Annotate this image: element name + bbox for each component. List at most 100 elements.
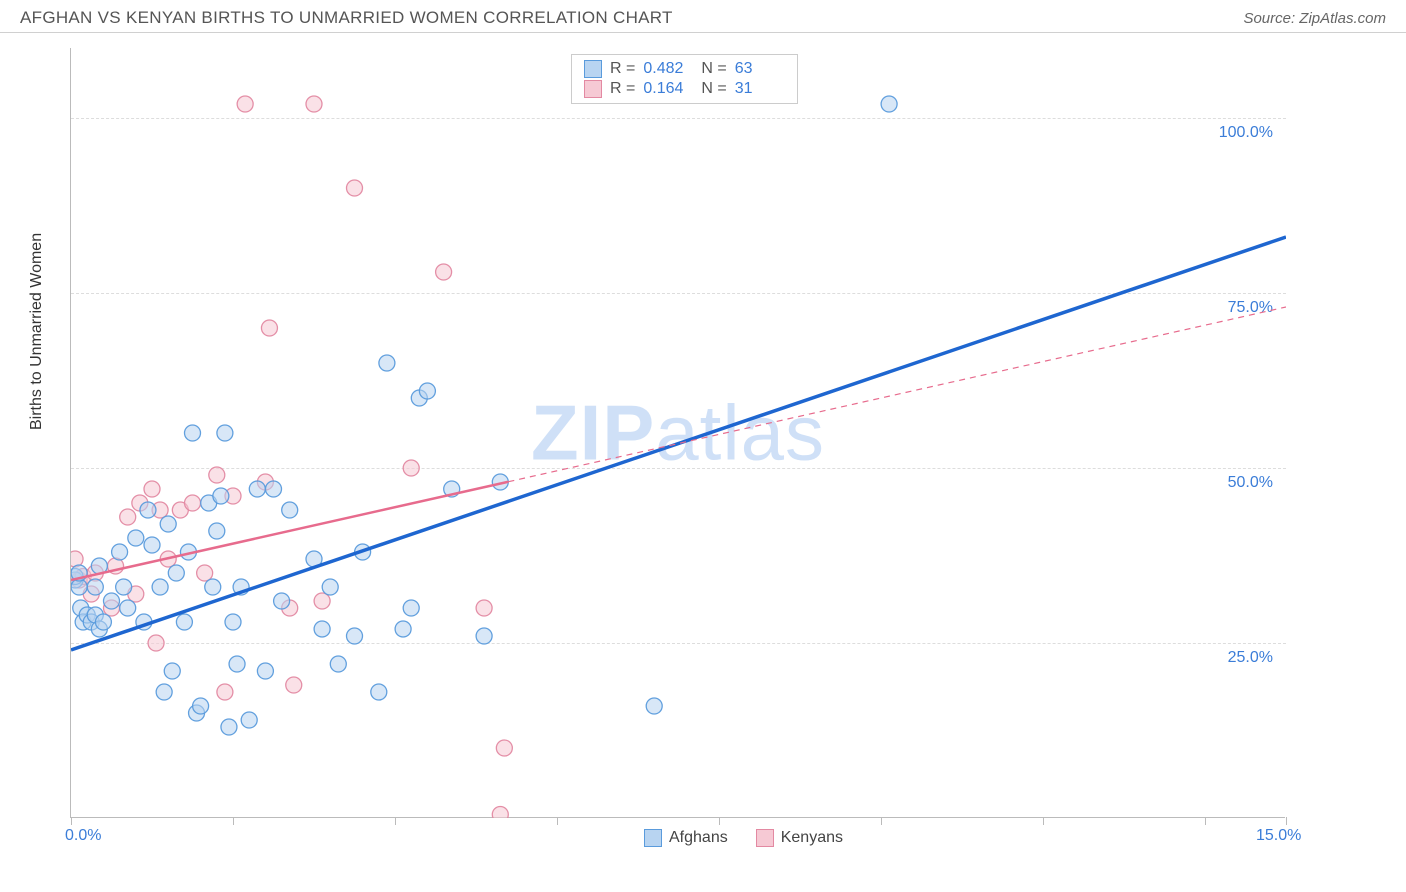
scatter-point <box>156 684 172 700</box>
scatter-point <box>193 698 209 714</box>
scatter-point <box>120 509 136 525</box>
legend-item: Kenyans <box>756 829 843 847</box>
scatter-point <box>116 579 132 595</box>
scatter-point <box>371 684 387 700</box>
scatter-point <box>217 425 233 441</box>
legend-swatch <box>644 829 662 847</box>
x-tick <box>1286 817 1287 825</box>
scatter-point <box>237 96 253 112</box>
scatter-point <box>152 579 168 595</box>
scatter-point <box>209 523 225 539</box>
scatter-point <box>120 600 136 616</box>
scatter-point <box>225 614 241 630</box>
scatter-point <box>168 565 184 581</box>
legend-stats-row: R = 0.482 N = 63 <box>584 59 785 79</box>
legend-stats: R = 0.482 N = 63 R = 0.164 N = 31 <box>571 54 798 104</box>
scatter-point <box>266 481 282 497</box>
legend-n-label: N = <box>701 60 726 78</box>
regression-line-extrapolated <box>508 307 1286 482</box>
x-tick <box>719 817 720 825</box>
scatter-point <box>160 516 176 532</box>
scatter-point <box>492 807 508 819</box>
scatter-point <box>164 663 180 679</box>
scatter-point <box>646 698 662 714</box>
scatter-point <box>286 677 302 693</box>
scatter-point <box>197 565 213 581</box>
scatter-point <box>213 488 229 504</box>
scatter-point <box>176 614 192 630</box>
legend-item: Afghans <box>644 829 728 847</box>
legend-stats-row: R = 0.164 N = 31 <box>584 79 785 99</box>
scatter-point <box>71 551 83 567</box>
scatter-point <box>476 600 492 616</box>
scatter-point <box>476 628 492 644</box>
x-tick <box>1043 817 1044 825</box>
x-tick-label: 0.0% <box>65 827 101 845</box>
x-tick <box>881 817 882 825</box>
scatter-point <box>205 579 221 595</box>
scatter-point <box>403 600 419 616</box>
chart-title: AFGHAN VS KENYAN BIRTHS TO UNMARRIED WOM… <box>20 8 673 28</box>
scatter-point <box>128 530 144 546</box>
scatter-point <box>306 96 322 112</box>
scatter-point <box>881 96 897 112</box>
scatter-point <box>496 740 512 756</box>
legend-r-label: R = <box>610 60 635 78</box>
legend-label: Afghans <box>669 829 728 847</box>
scatter-point <box>282 502 298 518</box>
legend-n-value: 63 <box>735 60 785 78</box>
scatter-point <box>217 684 233 700</box>
legend-n-label: N = <box>701 80 726 98</box>
scatter-point <box>249 481 265 497</box>
scatter-point <box>104 593 120 609</box>
y-axis-label: Births to Unmarried Women <box>28 233 46 430</box>
plot-area: ZIPatlas R = 0.482 N = 63 R = 0.164 N = … <box>70 48 1285 818</box>
scatter-svg <box>71 48 1286 818</box>
legend-r-label: R = <box>610 80 635 98</box>
scatter-point <box>229 656 245 672</box>
scatter-point <box>395 621 411 637</box>
legend-swatch <box>756 829 774 847</box>
scatter-point <box>140 502 156 518</box>
x-tick <box>395 817 396 825</box>
scatter-point <box>221 719 237 735</box>
legend-swatch <box>584 80 602 98</box>
chart-container: ZIPatlas R = 0.482 N = 63 R = 0.164 N = … <box>70 48 1380 838</box>
legend-label: Kenyans <box>781 829 843 847</box>
x-tick-label: 15.0% <box>1256 827 1301 845</box>
scatter-point <box>347 180 363 196</box>
scatter-point <box>274 593 290 609</box>
scatter-point <box>144 481 160 497</box>
scatter-point <box>322 579 338 595</box>
scatter-point <box>87 579 103 595</box>
scatter-point <box>209 467 225 483</box>
legend-swatch <box>584 60 602 78</box>
scatter-point <box>148 635 164 651</box>
x-tick <box>1205 817 1206 825</box>
x-tick <box>233 817 234 825</box>
legend-n-value: 31 <box>735 80 785 98</box>
scatter-point <box>257 663 273 679</box>
scatter-point <box>185 495 201 511</box>
scatter-point <box>330 656 346 672</box>
scatter-point <box>241 712 257 728</box>
scatter-point <box>261 320 277 336</box>
scatter-point <box>314 593 330 609</box>
source-attribution: Source: ZipAtlas.com <box>1243 10 1386 27</box>
scatter-point <box>112 544 128 560</box>
legend-r-value: 0.164 <box>643 80 693 98</box>
x-tick <box>71 817 72 825</box>
scatter-point <box>436 264 452 280</box>
chart-header: AFGHAN VS KENYAN BIRTHS TO UNMARRIED WOM… <box>0 0 1406 33</box>
scatter-point <box>347 628 363 644</box>
scatter-point <box>379 355 395 371</box>
scatter-point <box>185 425 201 441</box>
scatter-point <box>95 614 111 630</box>
legend-r-value: 0.482 <box>643 60 693 78</box>
legend-series: Afghans Kenyans <box>644 829 843 847</box>
scatter-point <box>419 383 435 399</box>
x-tick <box>557 817 558 825</box>
scatter-point <box>144 537 160 553</box>
scatter-point <box>403 460 419 476</box>
scatter-point <box>314 621 330 637</box>
